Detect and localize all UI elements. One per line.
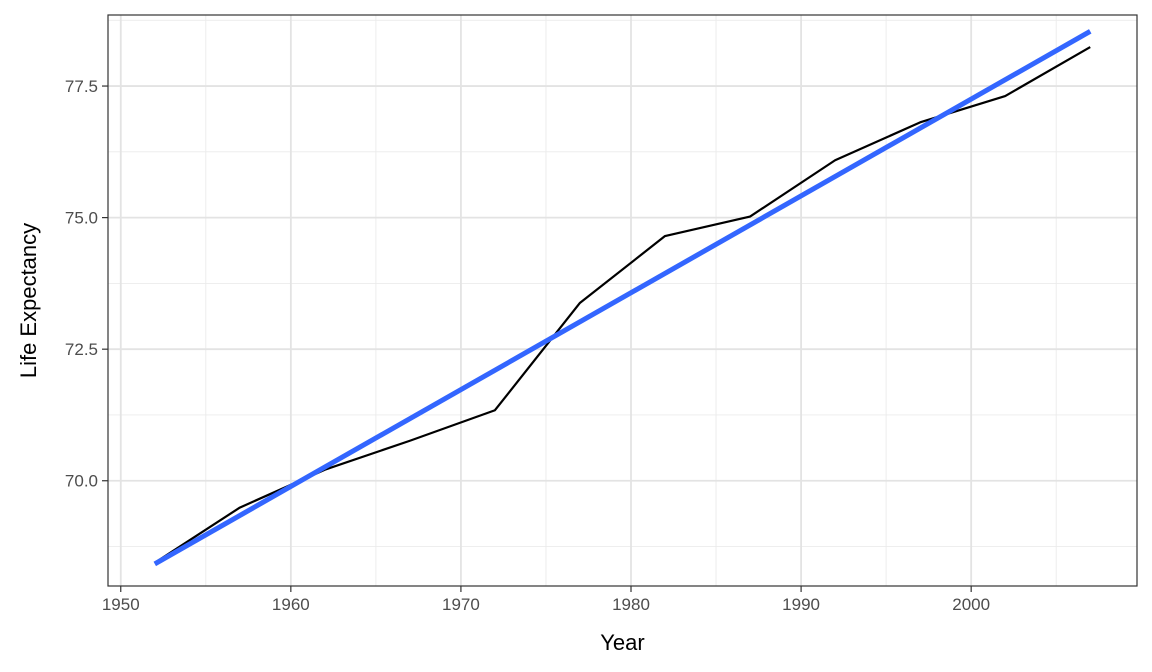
y-axis: 70.0 72.5 75.0 77.5: [65, 77, 108, 491]
x-tick-label: 1970: [442, 595, 480, 614]
series-layer: [153, 29, 1092, 567]
x-tick-label: 2000: [952, 595, 990, 614]
major-gridlines: [108, 15, 1137, 586]
y-tick-label: 75.0: [65, 209, 98, 228]
y-tick-label: 72.5: [65, 340, 98, 359]
x-tick-label: 1980: [612, 595, 650, 614]
panel-border: [107, 14, 1138, 587]
trend-line: [153, 29, 1092, 567]
x-tick-label: 1990: [782, 595, 820, 614]
y-axis-title: Life Expectancy: [16, 223, 41, 378]
x-axis-title: Year: [600, 630, 644, 655]
x-tick-label: 1950: [102, 595, 140, 614]
y-tick-label: 77.5: [65, 77, 98, 96]
y-tick-label: 70.0: [65, 472, 98, 491]
minor-gridlines: [108, 15, 1137, 586]
x-tick-label: 1960: [272, 595, 310, 614]
x-axis: 1950 1960 1970 1980 1990 2000: [102, 586, 990, 614]
